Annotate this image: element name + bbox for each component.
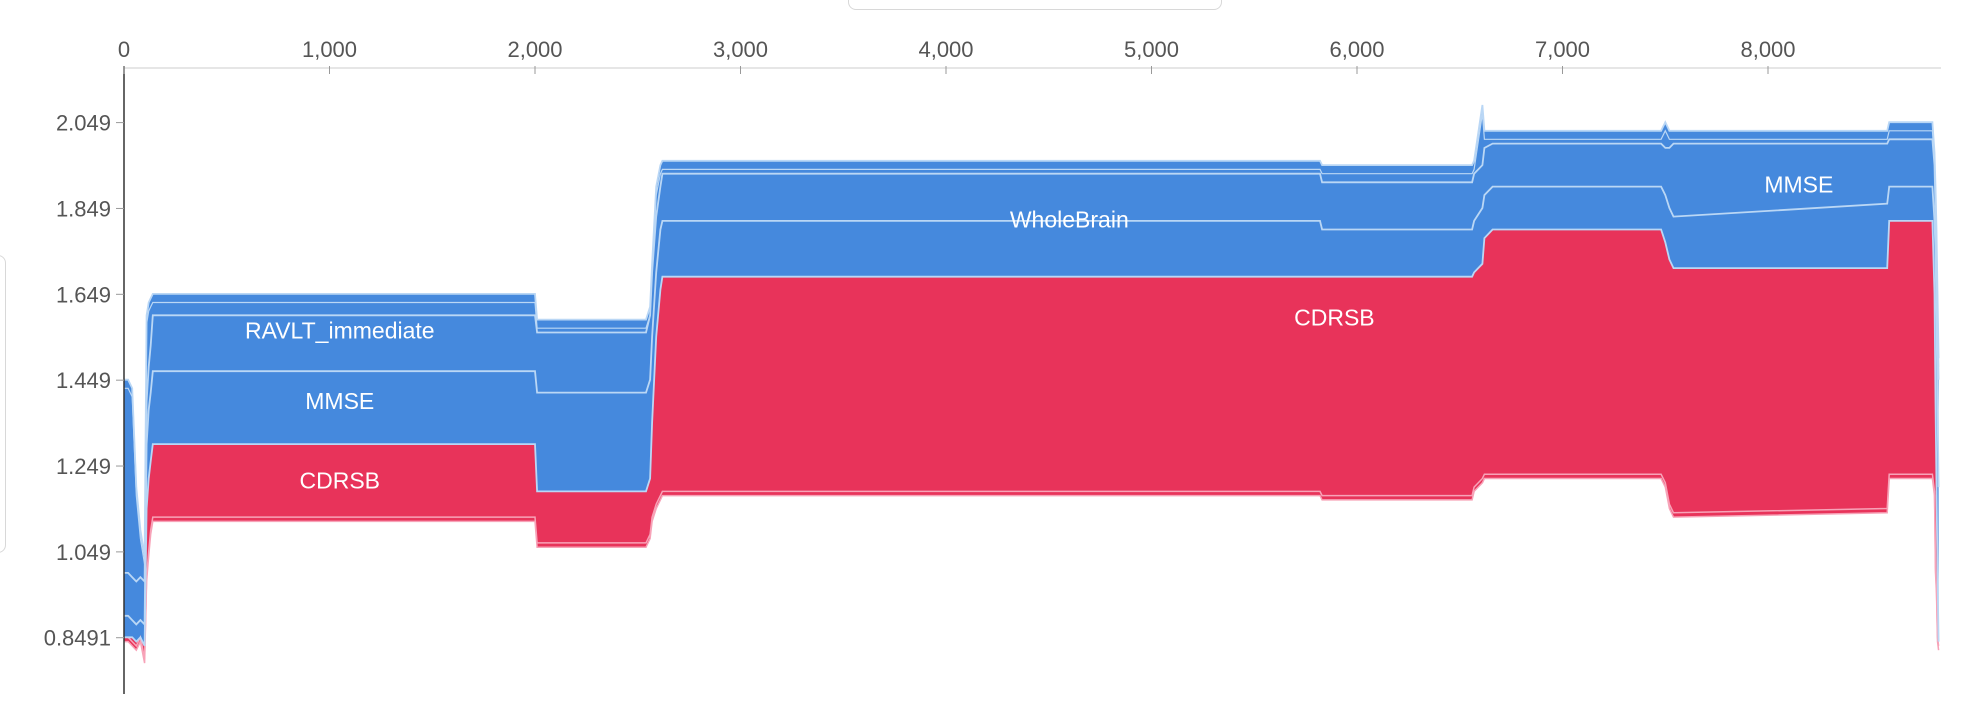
feature-label: CDRSB bbox=[300, 468, 381, 494]
feature-label: MMSE bbox=[1764, 171, 1833, 197]
y-tick-label: 1.849 bbox=[56, 196, 111, 221]
x-tick-label: 6,000 bbox=[1329, 37, 1384, 62]
positive-effect-area bbox=[124, 220, 1939, 664]
x-tick-label: 0 bbox=[118, 37, 130, 62]
chart-areas bbox=[124, 104, 1940, 664]
feature-label: WholeBrain bbox=[1010, 207, 1129, 233]
minor-feature-boundary bbox=[124, 113, 1940, 565]
total-boundary bbox=[124, 104, 1940, 556]
y-tick-label: 1.049 bbox=[56, 540, 111, 565]
x-tick-label: 5,000 bbox=[1124, 37, 1179, 62]
feature-label: CDRSB bbox=[1294, 304, 1375, 330]
chart-axes: 0 1,000 2,000 3,000 4,000 5,000 6,000 7,000 8,00… bbox=[44, 37, 1941, 694]
y-tick-label: 1.649 bbox=[56, 282, 111, 307]
y-tick-label: 0.8491 bbox=[44, 626, 111, 651]
x-tick-label: 7,000 bbox=[1535, 37, 1590, 62]
positive-base-boundary bbox=[124, 477, 1940, 664]
y-axis-ticks: 2.049 1.849 1.649 1.449 1.249 1.049 0.8491 bbox=[44, 111, 124, 651]
y-tick-label: 1.249 bbox=[56, 454, 111, 479]
feature-label: MMSE bbox=[305, 388, 374, 414]
x-tick-label: 2,000 bbox=[507, 37, 562, 62]
x-tick-label: 4,000 bbox=[918, 37, 973, 62]
negative-effect-area bbox=[124, 105, 1939, 646]
x-tick-label: 8,000 bbox=[1740, 37, 1795, 62]
x-tick-label: 1,000 bbox=[302, 37, 357, 62]
y-tick-label: 1.449 bbox=[56, 368, 111, 393]
segment-labels: RAVLT_immediate MMSE CDRSB WholeBrain CDRSB M… bbox=[245, 171, 1833, 493]
x-tick-label: 3,000 bbox=[713, 37, 768, 62]
feature-label: RAVLT_immediate bbox=[245, 317, 435, 343]
x-axis-ticks: 0 1,000 2,000 3,000 4,000 5,000 6,000 7,000 8,00… bbox=[118, 37, 1796, 74]
y-tick-label: 2.049 bbox=[56, 111, 111, 136]
